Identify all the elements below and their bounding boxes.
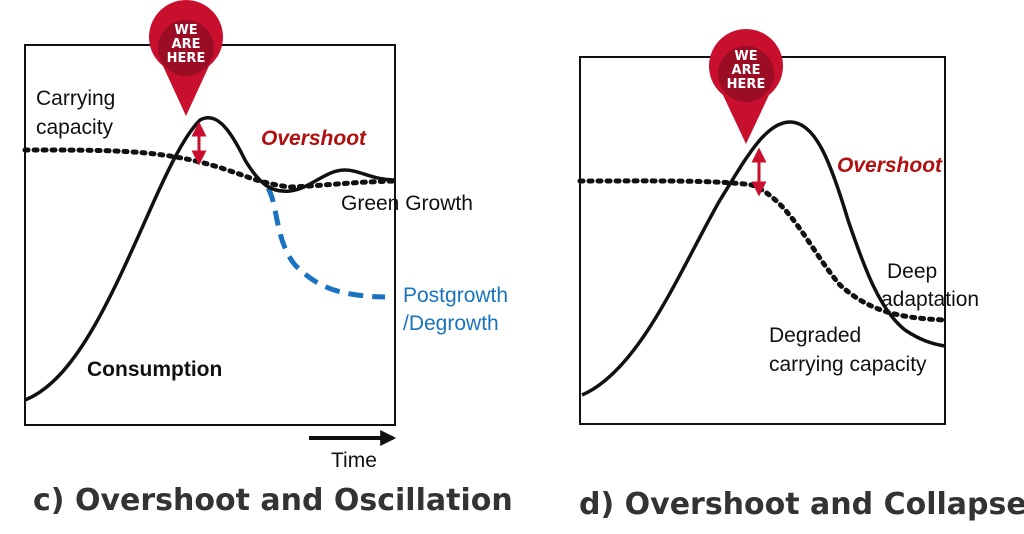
panel-c-postgrowth-label-1: Postgrowth xyxy=(403,284,508,307)
panel-c-pin-line-1: WE xyxy=(174,23,197,38)
panel-c-carrying-capacity-label-2: capacity xyxy=(36,116,114,139)
panel-d-degraded-label-1: Degraded xyxy=(769,324,861,347)
panel-c: WE ARE HERE Carrying capacity Overshoot … xyxy=(22,0,513,518)
panel-c-pin-line-3: HERE xyxy=(167,51,206,66)
panel-d-title: d) Overshoot and Collapse xyxy=(579,487,1024,522)
panel-d-pin-line-2: ARE xyxy=(732,63,761,78)
panel-c-title: c) Overshoot and Oscillation xyxy=(33,483,513,518)
panel-c-carrying-capacity-label-1: Carrying xyxy=(36,87,115,110)
panel-d-overshoot-label: Overshoot xyxy=(837,154,943,177)
panel-d-pin-line-3: HERE xyxy=(727,77,766,92)
panel-c-pin-line-2: ARE xyxy=(172,37,201,52)
panel-d-degraded-label-2: carrying capacity xyxy=(769,353,927,376)
panel-d-location-pin-icon: WE ARE HERE xyxy=(709,29,783,144)
panel-c-postgrowth-line xyxy=(265,186,386,300)
panel-d: WE ARE HERE Overshoot Deep adaptation De… xyxy=(577,29,1024,522)
panel-c-green-growth-label: Green Growth xyxy=(341,192,473,215)
panel-d-pin-line-1: WE xyxy=(734,49,757,64)
panel-c-postgrowth-label-2: /Degrowth xyxy=(403,312,499,335)
panel-d-deep-adaptation-label-1: Deep xyxy=(887,260,937,283)
panel-c-consumption-line xyxy=(24,116,396,402)
panel-c-consumption-label: Consumption xyxy=(87,358,222,381)
panel-c-time-label: Time xyxy=(331,449,377,472)
panel-c-carrying-capacity-line xyxy=(22,147,398,190)
panel-c-overshoot-label: Overshoot xyxy=(261,127,367,150)
panel-c-location-pin-icon: WE ARE HERE xyxy=(149,0,223,116)
panel-d-consumption-line xyxy=(581,120,946,397)
panel-d-carrying-capacity-line xyxy=(577,178,948,323)
panel-d-deep-adaptation-label-2: adaptation xyxy=(881,288,979,311)
